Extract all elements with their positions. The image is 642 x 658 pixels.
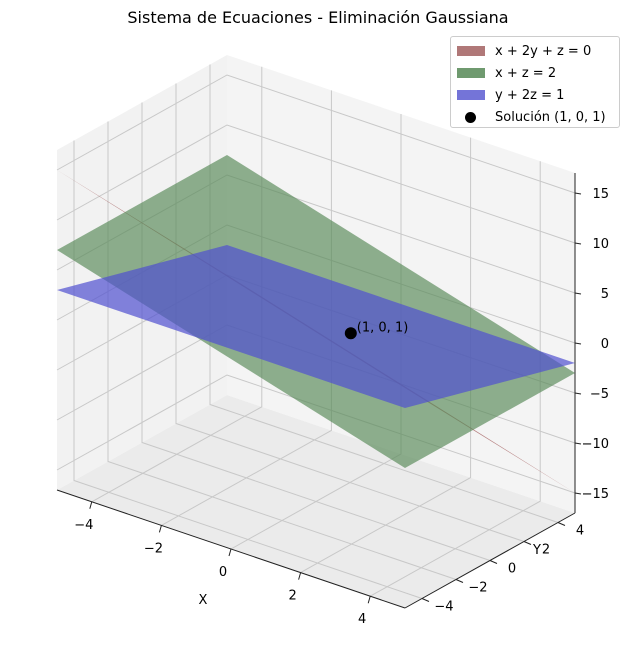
legend-swatch-plane-3 — [457, 90, 485, 100]
legend-label-solution: Solución (1, 0, 1) — [495, 109, 606, 125]
x-tick-label: 4 — [358, 612, 366, 627]
z-tick — [574, 242, 582, 245]
x-tick — [298, 572, 302, 580]
y-tick — [489, 560, 498, 564]
legend-label-plane-2: x + z = 2 — [495, 65, 557, 81]
y-tick-label: 0 — [508, 562, 516, 577]
tick-labels: −4 −2 0 2 4 −4 −2 0 2 4 −15 −10 −5 0 5 10 15 — [74, 187, 609, 627]
chart-title: Sistema de Ecuaciones - Eliminación Gaus… — [127, 8, 508, 27]
z-tick-label: −15 — [582, 487, 609, 502]
z-tick-label: 10 — [592, 237, 609, 252]
planes-group — [57, 155, 575, 493]
z-tick-label: 5 — [601, 287, 609, 302]
y-tick-label: −2 — [468, 581, 487, 596]
x-tick — [89, 501, 93, 509]
x-tick-label: −4 — [74, 518, 93, 533]
grid-line-x — [300, 137, 472, 574]
y-tick — [421, 598, 430, 602]
solution-point — [344, 327, 357, 340]
z-tick-label: 0 — [601, 337, 609, 352]
z-tick — [574, 392, 582, 395]
x-tick — [158, 525, 162, 533]
z-tick — [574, 442, 582, 445]
z-tick — [574, 192, 582, 195]
legend: x + 2y + z = 0 x + z = 2 y + 2z = 1 Solu… — [450, 36, 620, 128]
x-tick-label: −2 — [144, 541, 163, 556]
solution-group: (1, 0, 1) — [344, 320, 409, 340]
x-tick-label: 0 — [219, 565, 227, 580]
grid-line-x — [161, 90, 332, 526]
y-tick — [455, 579, 464, 583]
y-tick-label: 4 — [576, 524, 584, 539]
z-tick — [574, 292, 582, 295]
legend-entry-plane-3: y + 2z = 1 — [457, 85, 564, 105]
grid-line-z — [56, 124, 576, 244]
z-tick-label: −10 — [582, 437, 609, 452]
legend-label-plane-1: x + 2y + z = 0 — [495, 43, 592, 59]
y-tick — [557, 522, 566, 526]
z-tick-label: 15 — [592, 187, 609, 202]
grid-line-x — [369, 161, 541, 597]
grid-line-z — [56, 374, 576, 494]
x-tick-label: 2 — [288, 589, 296, 604]
y-tick-label: −4 — [434, 600, 453, 615]
legend-swatch-plane-2 — [457, 68, 485, 78]
legend-entry-solution: Solución (1, 0, 1) — [457, 107, 606, 127]
z-tick-label: −5 — [590, 387, 609, 402]
grid-line-z — [56, 74, 576, 194]
z-tick — [574, 342, 582, 345]
legend-swatch-plane-1 — [457, 46, 485, 56]
plane-3 — [57, 245, 575, 408]
z-tick — [574, 492, 582, 495]
x-tick — [367, 596, 371, 604]
legend-marker-solution — [465, 111, 476, 123]
legend-label-plane-3: y + 2z = 1 — [495, 87, 565, 103]
x-tick — [228, 548, 232, 557]
y-tick — [523, 541, 532, 545]
x-axis-label: X — [199, 593, 208, 608]
legend-entry-plane-2: x + z = 2 — [457, 63, 556, 83]
y-tick-label: 2 — [542, 543, 550, 558]
solution-annotation: (1, 0, 1) — [357, 320, 409, 335]
legend-entry-plane-1: x + 2y + z = 0 — [457, 41, 591, 61]
y-axis-label: Y — [532, 543, 541, 558]
